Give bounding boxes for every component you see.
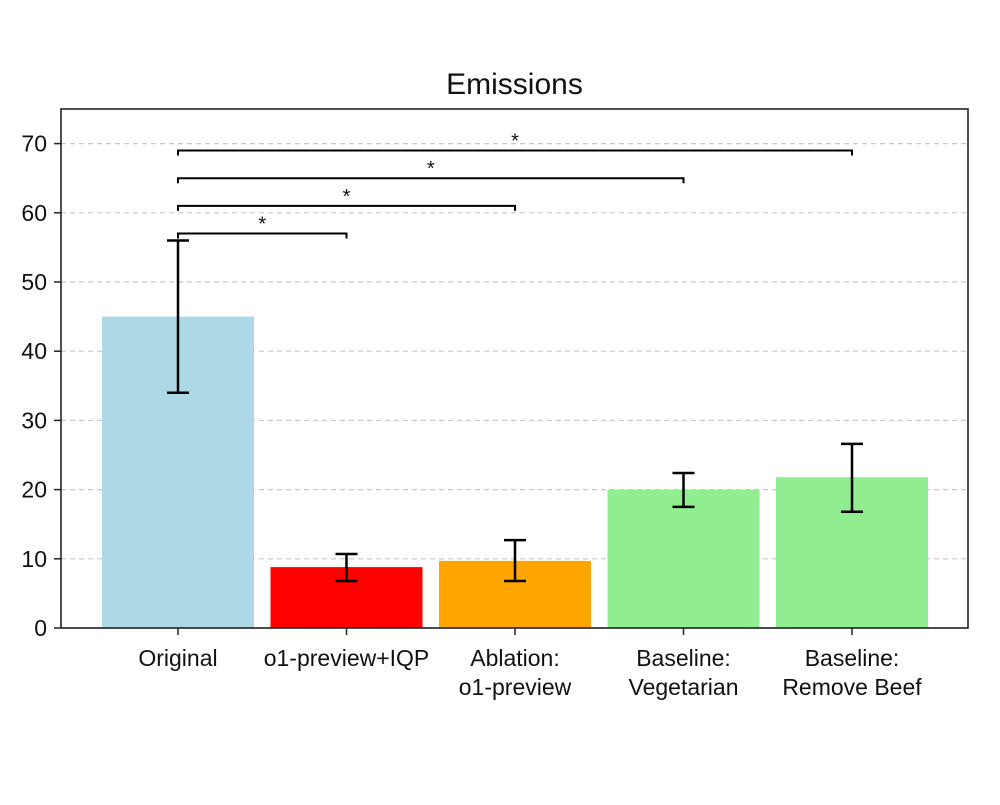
x-tick-label-line: Remove Beef (782, 674, 922, 700)
significance-bracket-3 (177, 149, 853, 156)
x-axis: Original o1-preview+IQP Ablation: o1-previe… (138, 628, 922, 700)
x-tick-label-line: Ablation: (470, 645, 560, 671)
x-tick-label-line: Original (138, 645, 217, 671)
x-tick-label-3: Baseline: Vegetarian (629, 645, 739, 700)
y-tick-label-0: 0 (34, 615, 47, 641)
y-axis: 0 10 20 30 40 50 60 70 (21, 131, 61, 641)
significance-label-0: * (258, 214, 266, 236)
y-tick-label-50: 50 (21, 269, 47, 295)
significance-label-2: * (427, 158, 435, 180)
chart-title: Emissions (446, 68, 583, 101)
x-tick-label-0: Original (138, 645, 217, 671)
significance-bracket-1 (177, 204, 516, 211)
y-tick-label-20: 20 (21, 477, 47, 503)
significance-bracket-2 (177, 177, 685, 184)
bar-3 (607, 489, 760, 628)
y-tick-label-30: 30 (21, 407, 47, 433)
x-tick-label-line: Vegetarian (629, 674, 739, 700)
x-tick-label-line: Baseline: (636, 645, 731, 671)
x-tick-label-4: Baseline: Remove Beef (782, 645, 922, 700)
significance-bracket-0 (177, 232, 348, 239)
y-tick-label-10: 10 (21, 546, 47, 572)
y-tick-label-40: 40 (21, 338, 47, 364)
x-tick-label-line: o1-preview+IQP (264, 645, 430, 671)
x-tick-label-line: Baseline: (805, 645, 900, 671)
bars (102, 316, 928, 628)
significance-brackets: * * * * (177, 131, 853, 239)
y-tick-label-70: 70 (21, 131, 47, 157)
x-tick-label-2: Ablation: o1-preview (459, 645, 572, 700)
significance-label-3: * (511, 131, 519, 153)
x-tick-label-1: o1-preview+IQP (264, 645, 430, 671)
x-tick-label-line: o1-preview (459, 674, 572, 700)
error-bars (167, 239, 863, 583)
significance-label-1: * (343, 186, 351, 208)
y-tick-label-60: 60 (21, 200, 47, 226)
